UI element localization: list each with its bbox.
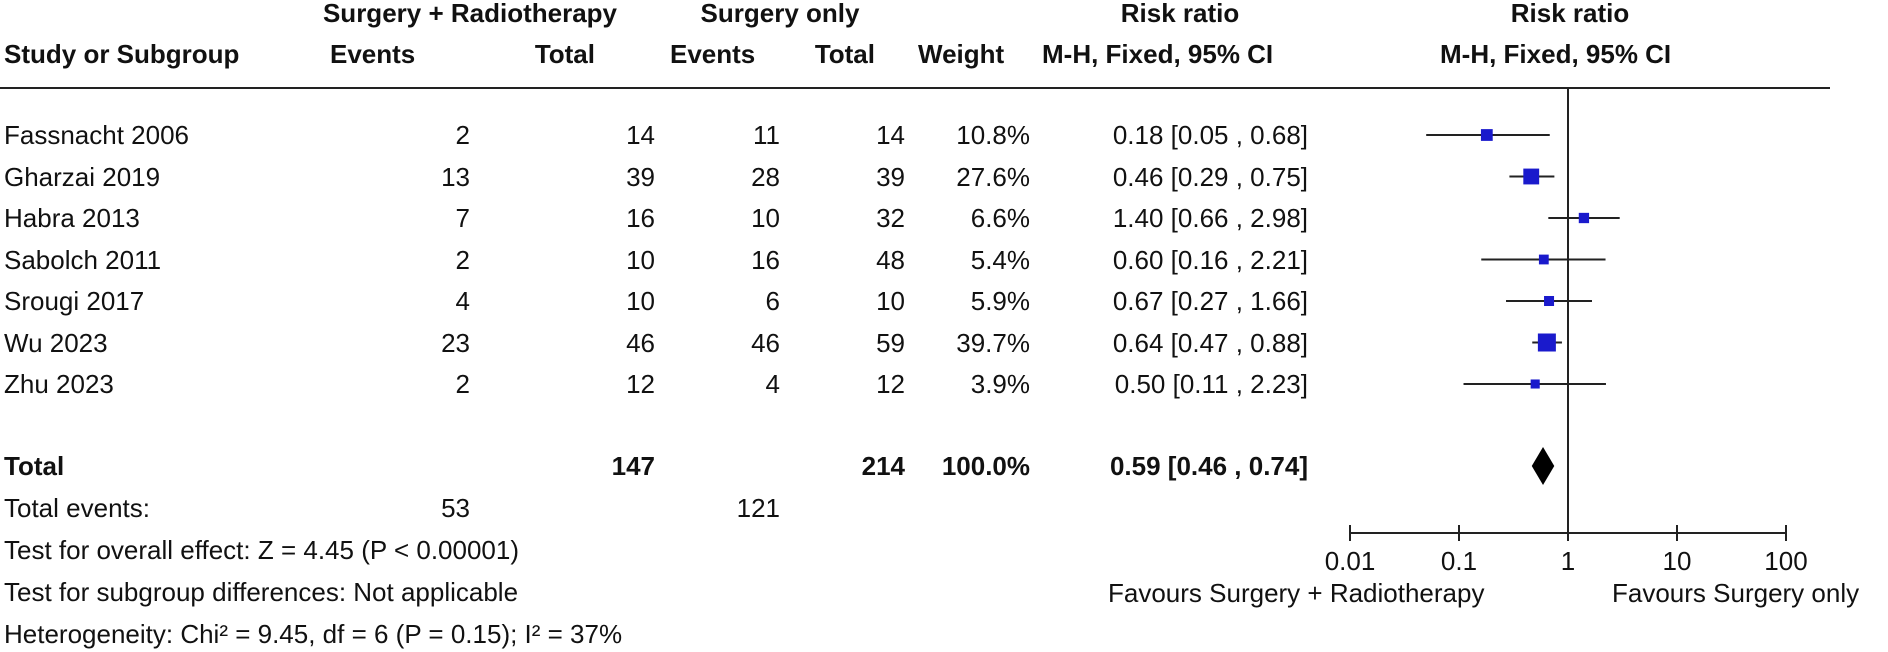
rr-ci: 0.64 [0.47 , 0.88]: [1112, 327, 1308, 358]
weight: 6.6%: [970, 203, 1030, 233]
x-tick-label: 0.1: [1441, 546, 1477, 576]
weight: 3.9%: [970, 369, 1030, 399]
rr-ci: 0.50 [0.11 , 2.23]: [1114, 369, 1308, 399]
study-name: Sabolch 2011: [4, 244, 162, 275]
total2: 59: [876, 327, 905, 358]
study-name: Habra 2013: [4, 203, 140, 233]
plot-ci-header: M-H, Fixed, 95% CI: [1440, 39, 1672, 69]
study-marker: [1538, 254, 1549, 265]
study-marker: [1537, 333, 1556, 352]
total1: 10: [626, 244, 655, 275]
study-marker: [1578, 212, 1590, 224]
group2-header: Surgery only: [700, 0, 860, 28]
study-name: Srougi 2017: [4, 286, 145, 316]
total-label: Total: [4, 451, 65, 481]
total2: 32: [876, 203, 905, 233]
favours-right-label: Favours Surgery only: [1612, 578, 1860, 608]
total1: 46: [626, 327, 655, 358]
group1-header: Surgery + Radiotherapy: [322, 0, 618, 28]
rr-column-title: Risk ratio: [1120, 0, 1240, 28]
events2: 46: [751, 327, 780, 358]
rr-ci: 1.40 [0.66 , 2.98]: [1112, 203, 1308, 233]
total2: 48: [876, 244, 905, 275]
events1: 23: [441, 327, 470, 358]
heterogeneity-text: Heterogeneity: Chi² = 9.45, df = 6 (P = …: [4, 619, 623, 649]
total-total1: 147: [611, 451, 655, 481]
weight: 10.8%: [956, 120, 1030, 150]
favours-left-label: Favours Surgery + Radiotherapy: [1108, 578, 1485, 608]
rr-plot-title: Risk ratio: [1510, 0, 1630, 28]
study-name: Zhu 2023: [4, 369, 114, 399]
header-divider: [0, 87, 1830, 89]
events2: 6: [765, 286, 780, 316]
pooled-diamond: [1531, 447, 1555, 485]
events2: 28: [751, 161, 780, 192]
events1: 7: [455, 203, 470, 233]
total1: 12: [626, 369, 655, 399]
events2: 4: [765, 369, 780, 399]
study-name: Gharzai 2019: [4, 161, 161, 192]
total2: 14: [876, 120, 905, 150]
events1: 4: [455, 286, 470, 316]
events2: 10: [751, 203, 780, 233]
total2: 10: [876, 286, 905, 316]
x-tick-label: 100: [1764, 546, 1807, 576]
total1: 39: [626, 161, 655, 192]
study-marker: [1544, 295, 1555, 307]
total2: 12: [876, 369, 905, 399]
total-total2: 214: [861, 451, 905, 481]
events1: 2: [455, 369, 470, 399]
total2: 39: [876, 161, 905, 192]
events1: 2: [455, 120, 470, 150]
total1: 16: [626, 203, 655, 233]
total1-header: Total: [534, 39, 595, 69]
total2-header: Total: [814, 39, 875, 69]
total1: 10: [626, 286, 655, 316]
study-name: Wu 2023: [4, 327, 108, 358]
total-events2: 121: [736, 493, 780, 523]
x-tick-label: 0.01: [1325, 546, 1376, 576]
study-column-header: Study or Subgroup: [4, 39, 240, 69]
total-events-label: Total events:: [4, 493, 150, 523]
total-events1: 53: [441, 493, 470, 523]
events1: 13: [441, 161, 470, 192]
rr-ci: 0.46 [0.29 , 0.75]: [1112, 161, 1308, 192]
events2: 16: [751, 244, 780, 275]
weight: 39.7%: [956, 327, 1030, 358]
rr-ci-header: M-H, Fixed, 95% CI: [1042, 39, 1274, 69]
study-name: Fassnacht 2006: [4, 120, 190, 150]
events1-header: Events: [330, 39, 416, 69]
rr-ci: 0.67 [0.27 , 1.66]: [1112, 286, 1308, 316]
events2-header: Events: [670, 39, 756, 69]
subgroup-test-text: Test for subgroup differences: Not appli…: [4, 577, 519, 607]
weight: 5.9%: [970, 286, 1030, 316]
x-tick-label: 1: [1561, 546, 1575, 576]
total-ci: 0.59 [0.46 , 0.74]: [1109, 451, 1308, 481]
study-marker: [1530, 379, 1540, 389]
study-marker: [1523, 168, 1540, 185]
weight-header: Weight: [918, 39, 1005, 69]
overall-effect-text: Test for overall effect: Z = 4.45 (P < 0…: [4, 535, 519, 565]
rr-ci: 0.60 [0.16 , 2.21]: [1112, 244, 1308, 275]
events2: 11: [753, 120, 780, 150]
rr-ci: 0.18 [0.05 , 0.68]: [1112, 120, 1308, 150]
total-weight: 100.0%: [941, 451, 1030, 481]
weight: 27.6%: [956, 161, 1030, 192]
weight: 5.4%: [970, 244, 1030, 275]
events1: 2: [455, 244, 470, 275]
total1: 14: [626, 120, 655, 150]
x-tick-label: 10: [1663, 546, 1692, 576]
study-marker: [1480, 129, 1493, 141]
